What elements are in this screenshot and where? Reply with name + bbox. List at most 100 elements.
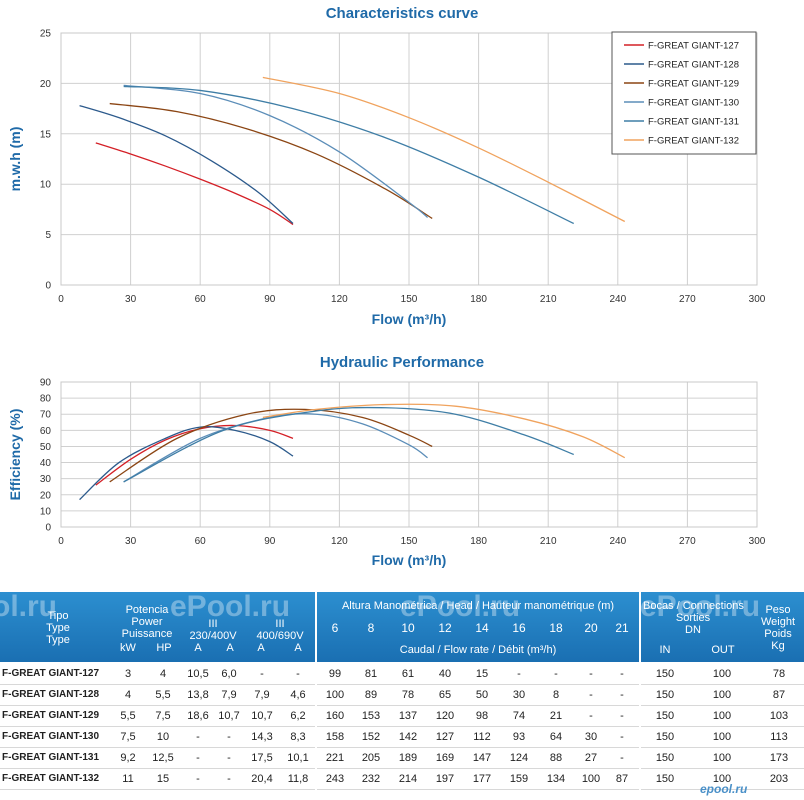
row-name: F-GREAT GIANT-128 bbox=[2, 689, 100, 700]
x-tick-label: 90 bbox=[264, 294, 276, 305]
table-cell: 100 bbox=[712, 689, 732, 701]
column-divider bbox=[639, 592, 641, 800]
flow-header-cell: 16 bbox=[512, 621, 526, 635]
y-tick-label: 90 bbox=[40, 378, 52, 389]
series-line-4 bbox=[123, 413, 428, 483]
table-cell: 214 bbox=[398, 773, 418, 785]
table-cell: - bbox=[589, 710, 593, 722]
x-tick-label: 240 bbox=[609, 536, 626, 547]
table-cell: 64 bbox=[549, 731, 563, 743]
table-cell: 124 bbox=[509, 752, 529, 764]
table-row: F-GREAT GIANT-130 7,5 10 - - 14,3 8,3 158 152 142… bbox=[0, 727, 804, 747]
table-cell: 13,8 bbox=[187, 689, 209, 701]
table-cell: - bbox=[620, 731, 624, 743]
series-line-6 bbox=[262, 76, 626, 223]
series-line-5 bbox=[123, 85, 575, 225]
table-cell: - bbox=[517, 668, 521, 680]
table-cell: 103 bbox=[769, 710, 789, 722]
header-kw: kW bbox=[120, 642, 136, 654]
footer-watermark: epool.ru bbox=[700, 782, 748, 796]
table-cell: 14,3 bbox=[251, 731, 273, 743]
table-cell: 137 bbox=[398, 710, 418, 722]
table-cell: 7,9 bbox=[254, 689, 270, 701]
row-name: F-GREAT GIANT-130 bbox=[2, 731, 100, 742]
header-bocas: Bocas / Connections Sorties DN bbox=[643, 600, 744, 636]
table-cell: 30 bbox=[584, 731, 598, 743]
legend-label: F-GREAT GIANT-132 bbox=[648, 136, 739, 147]
legend-label: F-GREAT GIANT-127 bbox=[648, 41, 739, 52]
y-axis-label: Efficiency (%) bbox=[7, 409, 23, 501]
table-cell: 100 bbox=[581, 773, 601, 785]
series-line-1 bbox=[95, 142, 294, 226]
x-tick-label: 300 bbox=[749, 294, 766, 305]
header-caudal: Caudal / Flow rate / Débit (m³/h) bbox=[399, 644, 557, 656]
table-cell: - bbox=[227, 752, 231, 764]
watermark: ePool.ru bbox=[400, 590, 521, 623]
table-cell: 205 bbox=[361, 752, 381, 764]
table-cell: 150 bbox=[655, 752, 675, 764]
table-cell: - bbox=[620, 689, 624, 701]
table-cell: 6,0 bbox=[221, 668, 237, 680]
series-line-4 bbox=[123, 84, 428, 218]
table-cell: 127 bbox=[435, 731, 455, 743]
table-cell: 177 bbox=[472, 773, 492, 785]
y-tick-label: 20 bbox=[40, 79, 52, 90]
row-divider bbox=[0, 726, 804, 727]
table-cell: 100 bbox=[712, 773, 732, 785]
x-tick-label: 150 bbox=[401, 536, 418, 547]
chart1-title: Characteristics curve bbox=[325, 5, 479, 22]
row-name: F-GREAT GIANT-132 bbox=[2, 773, 100, 784]
y-tick-label: 60 bbox=[40, 426, 52, 437]
flow-header-cell: 12 bbox=[438, 621, 452, 635]
table-cell: 10 bbox=[156, 731, 170, 743]
series-line-2 bbox=[79, 426, 294, 501]
table-cell: 153 bbox=[361, 710, 381, 722]
x-tick-label: 240 bbox=[609, 294, 626, 305]
flow-header-cell: 10 bbox=[401, 621, 415, 635]
table-cell: 152 bbox=[361, 731, 381, 743]
table-cell: 10,1 bbox=[287, 752, 309, 764]
x-tick-label: 120 bbox=[331, 294, 348, 305]
header-potencia: Potencia Power Puissance bbox=[121, 604, 173, 640]
y-tick-label: 15 bbox=[40, 129, 52, 140]
series-line-5 bbox=[123, 406, 574, 483]
table-cell: 61 bbox=[401, 668, 415, 680]
row-name: F-GREAT GIANT-127 bbox=[2, 668, 100, 679]
table-row: F-GREAT GIANT-127 3 4 10,5 6,0 - - 99 81 61 40 15 - -… bbox=[0, 664, 804, 684]
table-cell: - bbox=[589, 668, 593, 680]
hydraulic-chart: 0 30 60 90 120 150 180 210 240 270 300 0 10 20 30 40 50 6… bbox=[7, 378, 766, 569]
table-cell: 4 bbox=[159, 668, 167, 680]
row-divider bbox=[0, 705, 804, 706]
table-cell: 203 bbox=[769, 773, 789, 785]
table-cell: 74 bbox=[512, 710, 526, 722]
table-cell: 10,7 bbox=[218, 710, 240, 722]
table-cell: 100 bbox=[712, 752, 732, 764]
table-cell: 17,5 bbox=[251, 752, 273, 764]
x-tick-label: 30 bbox=[125, 536, 137, 547]
plot-frame bbox=[60, 381, 758, 528]
y-tick-label: 80 bbox=[40, 394, 52, 405]
table-cell: 112 bbox=[473, 731, 491, 743]
table-cell: 159 bbox=[509, 773, 529, 785]
header-out: OUT bbox=[711, 644, 735, 656]
table-cell: 232 bbox=[361, 773, 381, 785]
row-divider bbox=[0, 768, 804, 769]
table-cell: 27 bbox=[584, 752, 598, 764]
flow-header-cell: 21 bbox=[615, 621, 629, 635]
flow-header-cell: 14 bbox=[475, 621, 489, 635]
table-cell: 87 bbox=[772, 689, 786, 701]
table-cell: - bbox=[260, 668, 264, 680]
legend-box bbox=[611, 31, 757, 155]
x-tick-label: 90 bbox=[264, 536, 276, 547]
table-cell: 98 bbox=[475, 710, 489, 722]
table-cell: - bbox=[554, 668, 558, 680]
table-cell: - bbox=[620, 710, 624, 722]
table-cell: - bbox=[620, 668, 624, 680]
table-cell: 5,5 bbox=[120, 710, 136, 722]
table-cell: - bbox=[196, 773, 200, 785]
y-axis-label: m.w.h (m) bbox=[7, 127, 23, 192]
table-cell: 99 bbox=[328, 668, 342, 680]
table-cell: 89 bbox=[364, 689, 378, 701]
series-line-1 bbox=[95, 424, 294, 486]
header-peso: Peso Weight Poids Kg bbox=[760, 604, 796, 652]
